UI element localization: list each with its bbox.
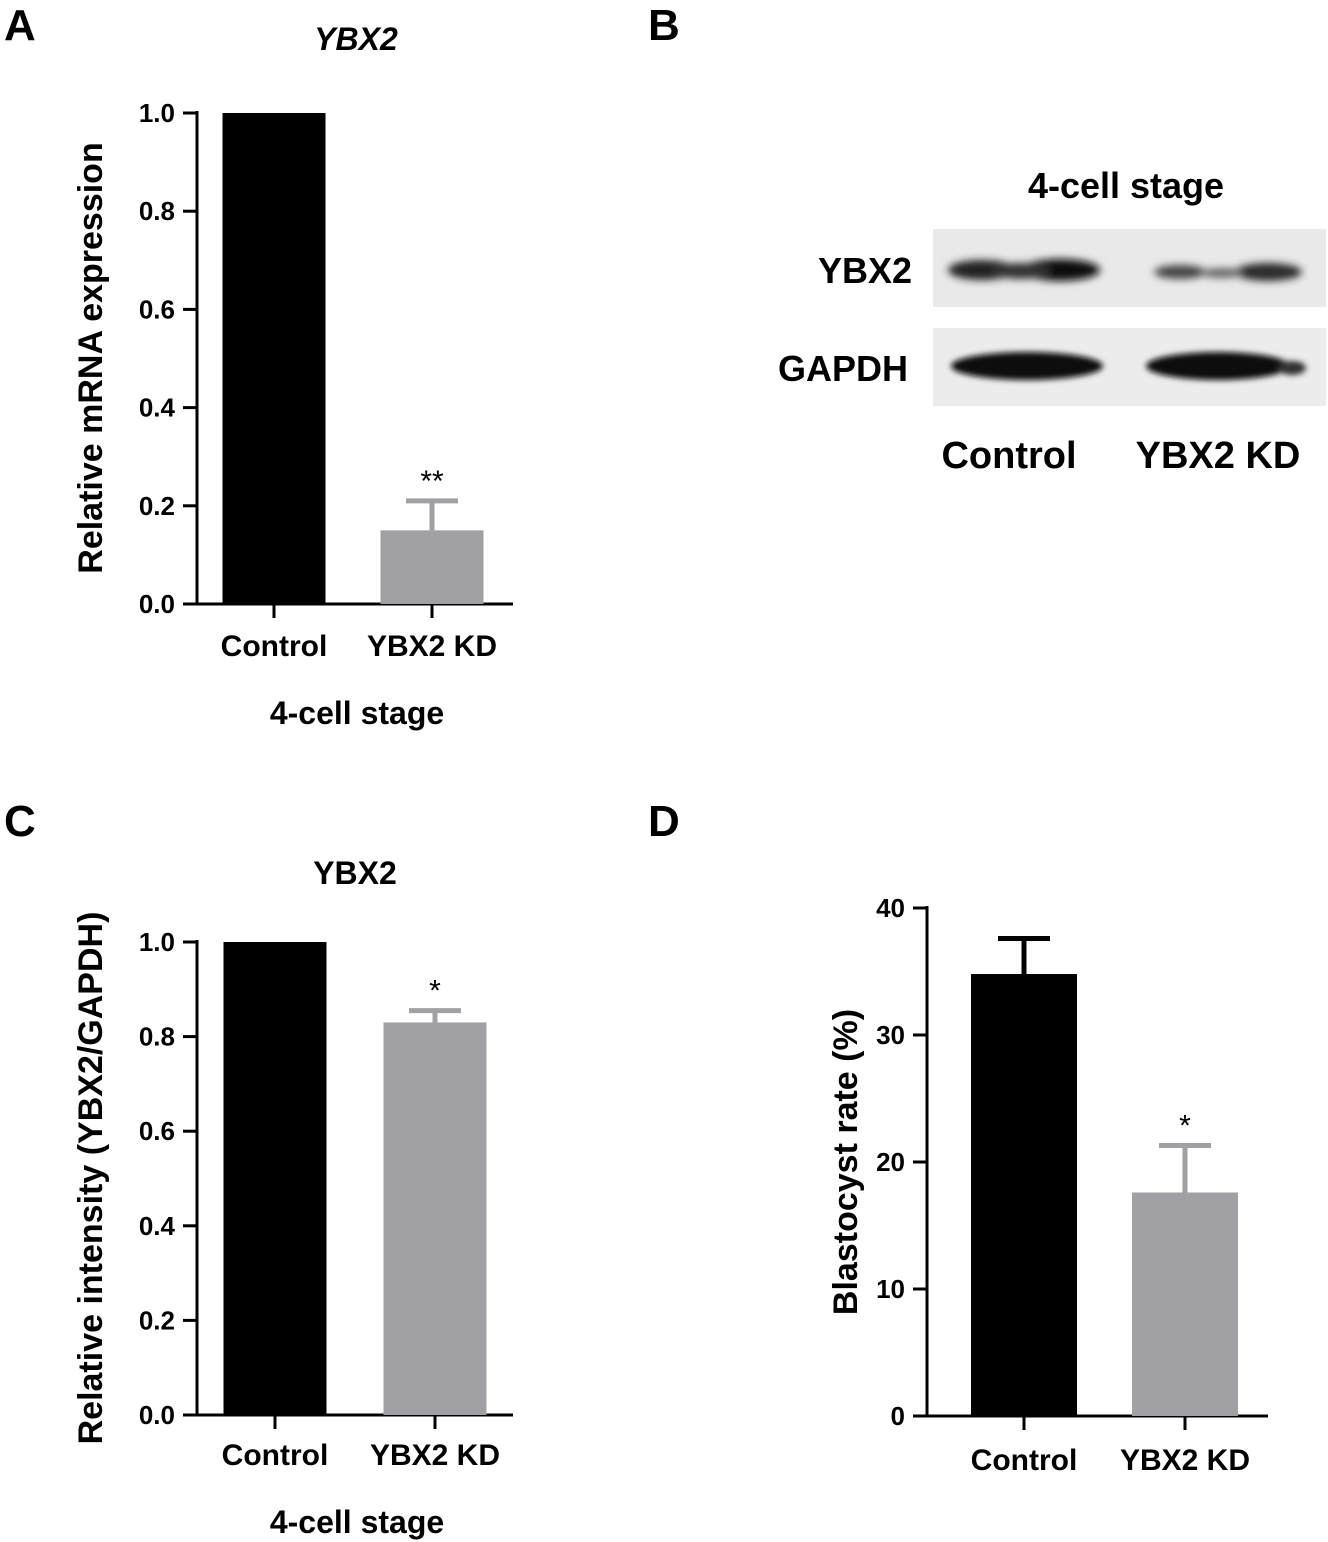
- significance-marker-c: *: [429, 975, 441, 1008]
- y-tick-label-a: 0.6: [139, 294, 175, 324]
- blot-lane-kd: YBX2 KD: [1136, 435, 1301, 477]
- category-label-d: YBX2 KD: [1120, 1444, 1250, 1477]
- blot-title: 4-cell stage: [1028, 165, 1224, 206]
- bar-c-control: [223, 942, 327, 1415]
- y-tick-label-d: 20: [876, 1147, 905, 1177]
- y-tick-label-a: 0.2: [139, 491, 175, 521]
- blot-row-label-ybx2: YBX2: [818, 250, 912, 291]
- category-label-c: Control: [222, 1439, 329, 1472]
- bar-a-kd: [380, 530, 484, 604]
- category-label-a: YBX2 KD: [367, 630, 497, 663]
- y-axis-label-a: Relative mRNA expression: [72, 142, 110, 573]
- bar-d-control: [971, 974, 1077, 1416]
- x-axis-label-a: 4-cell stage: [270, 695, 444, 731]
- category-label-d: Control: [971, 1444, 1078, 1477]
- y-axis-label-c: Relative intensity (YBX2/GAPDH): [72, 912, 110, 1445]
- x-axis-label-c: 4-cell stage: [270, 1504, 444, 1540]
- y-tick-label-a: 0.8: [139, 196, 175, 226]
- blot-bands-ybx2: [948, 259, 1302, 281]
- y-tick-label-c: 0.0: [139, 1400, 175, 1430]
- blot-row-label-gapdh: GAPDH: [778, 348, 908, 389]
- y-tick-label-c: 1.0: [139, 927, 175, 957]
- panel-letter-c: C: [4, 797, 36, 846]
- blot-bands-gapdh: [951, 352, 1306, 380]
- y-tick-label-c: 0.2: [139, 1305, 175, 1335]
- y-tick-label-d: 0: [891, 1401, 905, 1431]
- chart-title-a: YBX2: [314, 21, 398, 57]
- significance-marker-a: **: [420, 465, 444, 498]
- y-tick-label-c: 0.4: [139, 1211, 176, 1241]
- panel-letter-a: A: [4, 1, 36, 50]
- category-label-c: YBX2 KD: [370, 1439, 500, 1472]
- chart-panel-c: YBX2 0.0 0.2 0.4 0.6 0.8 1.0 Control YBX2 KD * 4-c…: [72, 855, 513, 1540]
- y-tick-label-c: 0.6: [139, 1116, 175, 1146]
- significance-marker-d: *: [1179, 1109, 1191, 1142]
- y-tick-label-d: 30: [876, 1020, 905, 1050]
- chart-panel-a: YBX2 0.0 0.2 0.4 0.6 0.8 1.0 Control YBX2 KD ** 4-…: [72, 21, 513, 731]
- y-tick-label-d: 40: [876, 893, 905, 923]
- blot-lane-control: Control: [941, 435, 1076, 477]
- y-tick-label-a: 0.0: [139, 589, 175, 619]
- panel-letter-b: B: [648, 1, 680, 50]
- chart-title-c: YBX2: [313, 855, 397, 891]
- y-tick-label-a: 1.0: [139, 98, 175, 128]
- bar-d-kd: [1132, 1192, 1238, 1416]
- bar-c-kd: [383, 1022, 487, 1415]
- category-label-a: Control: [221, 630, 328, 663]
- y-axis-label-d: Blastocyst rate (%): [827, 1009, 865, 1315]
- panel-letter-d: D: [648, 797, 680, 846]
- y-tick-label-a: 0.4: [139, 393, 176, 423]
- y-tick-label-c: 0.8: [139, 1022, 175, 1052]
- y-tick-label-d: 10: [876, 1274, 905, 1304]
- chart-panel-d: 0 10 20 30 40 Control YBX2 KD * Blastocyst rate …: [827, 893, 1268, 1477]
- western-blot-panel: 4-cell stage YBX2 GAPDH Control YBX2 KD: [778, 165, 1326, 477]
- bar-a-control: [222, 113, 326, 604]
